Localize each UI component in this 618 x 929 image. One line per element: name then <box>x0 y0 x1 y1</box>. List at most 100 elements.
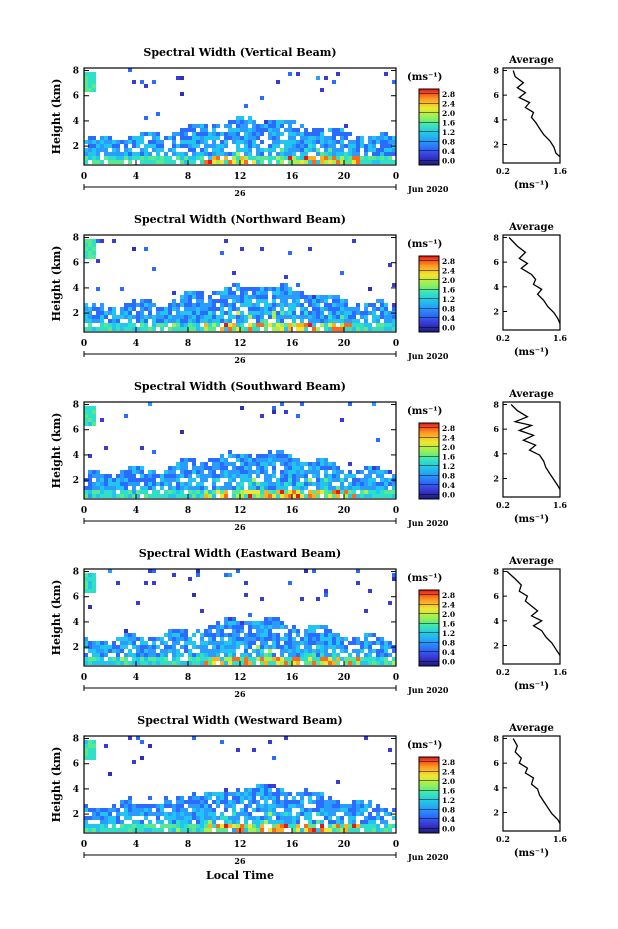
heatmap-cell <box>216 478 220 482</box>
x-tick-label: 8 <box>185 840 191 850</box>
heatmap-cell <box>288 144 292 148</box>
heatmap-cell <box>272 156 276 160</box>
colorbar-tick-label: 2.8 <box>442 424 455 433</box>
heatmap-cell <box>120 152 124 156</box>
heatmap-cell <box>352 812 356 816</box>
heatmap-cell <box>124 637 128 641</box>
heatmap-cell <box>140 649 144 653</box>
heatmap-cell <box>328 816 332 820</box>
heatmap-cell <box>236 307 240 311</box>
heatmap-cell <box>380 645 384 649</box>
heatmap-cell <box>380 307 384 311</box>
heatmap-cell <box>244 494 248 498</box>
heatmap-cell <box>284 311 288 315</box>
heatmap-cell <box>360 470 364 474</box>
heatmap-cell <box>132 661 136 665</box>
heatmap-cell <box>252 311 256 315</box>
heatmap-cell <box>388 601 392 605</box>
heatmap-cell <box>100 327 104 331</box>
heatmap-cell <box>148 569 152 573</box>
heatmap-cell <box>300 140 304 144</box>
heatmap-cell <box>108 812 112 816</box>
profile-x-tick-label: 1.6 <box>553 333 567 343</box>
heatmap-cell <box>384 140 388 144</box>
heatmap-cell <box>100 307 104 311</box>
heatmap-cell <box>100 828 104 832</box>
heatmap-cell <box>376 466 380 470</box>
heatmap-cell <box>356 812 360 816</box>
heatmap-cell <box>324 315 328 319</box>
heatmap-cell <box>108 820 112 824</box>
heatmap-cell <box>348 641 352 645</box>
heatmap-cell <box>248 490 252 494</box>
heatmap-cell <box>160 148 164 152</box>
heatmap-cell <box>304 792 308 796</box>
heatmap-cell <box>172 132 176 136</box>
heatmap-cell <box>264 490 268 494</box>
heatmap-cell <box>164 319 168 323</box>
profile-y-tick-label: 2 <box>493 807 499 817</box>
heatmap-cell <box>196 124 200 128</box>
heatmap-cell <box>132 490 136 494</box>
heatmap-cell <box>192 478 196 482</box>
heatmap-cell <box>296 800 300 804</box>
heatmap-cell <box>176 156 180 160</box>
heatmap-cell <box>192 490 196 494</box>
heatmap-cell <box>324 486 328 490</box>
heatmap-cell <box>340 132 344 136</box>
heatmap-cell <box>280 295 284 299</box>
heatmap-cell <box>140 740 144 744</box>
heatmap-cell <box>232 800 236 804</box>
heatmap-cell <box>368 816 372 820</box>
heatmap-cell <box>288 307 292 311</box>
heatmap-cell <box>272 140 276 144</box>
heatmap-cell <box>316 136 320 140</box>
heatmap-cell <box>168 828 172 832</box>
colorbar-tick-label: 0.4 <box>442 648 455 657</box>
heatmap-cell <box>352 494 356 498</box>
heatmap-cell <box>108 569 112 573</box>
heatmap-cell <box>332 812 336 816</box>
heatmap-cell <box>180 629 184 633</box>
heatmap-cell <box>164 494 168 498</box>
colorbar-tick-label: 2.0 <box>442 443 455 452</box>
heatmap-cell <box>300 311 304 315</box>
heatmap-cell <box>284 645 288 649</box>
heatmap-cell <box>260 311 264 315</box>
heatmap-cell <box>84 247 88 251</box>
heatmap-cell <box>336 474 340 478</box>
heatmap-cell <box>172 299 176 303</box>
colorbar-tick-label: 0.4 <box>442 481 455 490</box>
heatmap-cell <box>296 812 300 816</box>
heatmap-cell <box>264 128 268 132</box>
heatmap-cell <box>364 307 368 311</box>
heatmap-cell <box>112 148 116 152</box>
heatmap-cell <box>204 307 208 311</box>
heatmap-cell <box>308 633 312 637</box>
heatmap-cell <box>120 820 124 824</box>
heatmap-cell <box>308 132 312 136</box>
heatmap-cell <box>252 462 256 466</box>
heatmap-cell <box>340 649 344 653</box>
heatmap-cell <box>92 72 96 76</box>
heatmap-cell <box>340 804 344 808</box>
heatmap-cell <box>372 327 376 331</box>
heatmap-cell <box>196 657 200 661</box>
heatmap-cell <box>344 124 348 128</box>
heatmap-cell <box>168 156 172 160</box>
heatmap-cell <box>128 490 132 494</box>
heatmap-cell <box>192 327 196 331</box>
heatmap-cell <box>200 303 204 307</box>
heatmap-cell <box>160 156 164 160</box>
heatmap-cell <box>188 140 192 144</box>
heatmap-cell <box>352 160 356 164</box>
heatmap-cell <box>388 824 392 828</box>
heatmap-cell <box>260 323 264 327</box>
heatmap-cell <box>84 140 88 144</box>
heatmap-cell <box>308 820 312 824</box>
heatmap-cell <box>256 784 260 788</box>
heatmap-cell <box>292 140 296 144</box>
heatmap-cell <box>204 486 208 490</box>
heatmap-cell <box>284 291 288 295</box>
heatmap-cell <box>92 752 96 756</box>
